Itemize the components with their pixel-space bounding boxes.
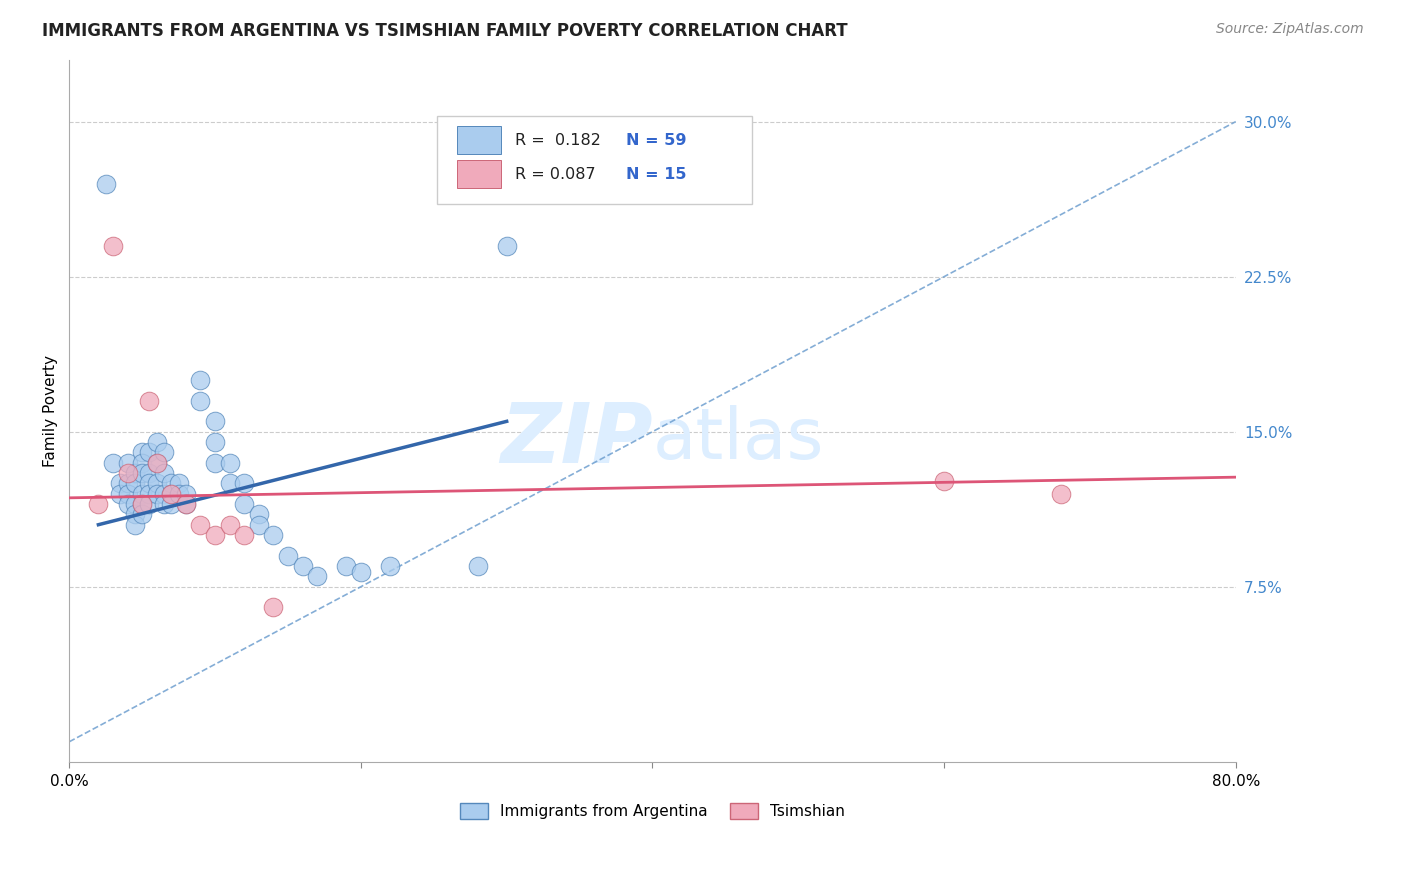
Point	[291, 559, 314, 574]
Text: R =  0.182: R = 0.182	[515, 133, 600, 148]
Text: N = 59: N = 59	[626, 133, 686, 148]
Point	[190, 517, 212, 532]
Point	[233, 497, 256, 511]
Point	[204, 435, 226, 450]
Point	[174, 486, 197, 500]
Point	[117, 456, 139, 470]
Point	[190, 393, 212, 408]
Point	[153, 486, 176, 500]
Point	[131, 445, 153, 459]
Point	[247, 517, 270, 532]
Point	[167, 486, 190, 500]
Text: atlas: atlas	[652, 405, 824, 474]
Point	[131, 486, 153, 500]
Point	[233, 476, 256, 491]
Point	[262, 600, 284, 615]
Point	[262, 528, 284, 542]
Point	[101, 456, 124, 470]
Point	[87, 497, 110, 511]
Point	[247, 508, 270, 522]
Point	[124, 497, 146, 511]
Point	[204, 528, 226, 542]
Text: ZIP: ZIP	[501, 399, 652, 480]
Point	[145, 456, 167, 470]
FancyBboxPatch shape	[437, 116, 752, 203]
Point	[218, 476, 240, 491]
Point	[160, 486, 183, 500]
Legend: Immigrants from Argentina, Tsimshian: Immigrants from Argentina, Tsimshian	[454, 797, 851, 825]
Point	[1049, 486, 1071, 500]
Point	[160, 486, 183, 500]
Point	[145, 435, 167, 450]
Point	[124, 517, 146, 532]
Point	[160, 497, 183, 511]
Text: R = 0.087: R = 0.087	[515, 167, 596, 182]
Point	[131, 456, 153, 470]
Point	[218, 456, 240, 470]
Point	[138, 476, 160, 491]
Point	[233, 528, 256, 542]
Point	[131, 508, 153, 522]
Point	[138, 466, 160, 480]
Point	[218, 517, 240, 532]
Point	[204, 456, 226, 470]
Text: IMMIGRANTS FROM ARGENTINA VS TSIMSHIAN FAMILY POVERTY CORRELATION CHART: IMMIGRANTS FROM ARGENTINA VS TSIMSHIAN F…	[42, 22, 848, 40]
Point	[167, 476, 190, 491]
Point	[138, 393, 160, 408]
Point	[117, 486, 139, 500]
Point	[145, 486, 167, 500]
Point	[153, 466, 176, 480]
FancyBboxPatch shape	[457, 127, 501, 154]
Point	[204, 414, 226, 428]
Y-axis label: Family Poverty: Family Poverty	[44, 355, 58, 467]
Point	[138, 486, 160, 500]
Point	[124, 476, 146, 491]
Point	[378, 559, 401, 574]
Point	[110, 476, 132, 491]
Point	[117, 497, 139, 511]
Point	[131, 466, 153, 480]
Point	[138, 445, 160, 459]
Point	[131, 497, 153, 511]
Point	[932, 475, 955, 489]
Point	[160, 476, 183, 491]
Point	[138, 497, 160, 511]
Point	[190, 373, 212, 387]
Point	[350, 566, 373, 580]
FancyBboxPatch shape	[457, 160, 501, 188]
Point	[277, 549, 299, 563]
Point	[94, 177, 117, 191]
Point	[467, 559, 489, 574]
Point	[335, 559, 357, 574]
Point	[124, 466, 146, 480]
Point	[174, 497, 197, 511]
Point	[101, 238, 124, 252]
Point	[174, 497, 197, 511]
Text: Source: ZipAtlas.com: Source: ZipAtlas.com	[1216, 22, 1364, 37]
Text: N = 15: N = 15	[626, 167, 686, 182]
Point	[117, 476, 139, 491]
Point	[153, 497, 176, 511]
Point	[117, 466, 139, 480]
Point	[145, 456, 167, 470]
Point	[153, 445, 176, 459]
Point	[110, 486, 132, 500]
Point	[495, 238, 517, 252]
Point	[131, 497, 153, 511]
Point	[124, 508, 146, 522]
Point	[145, 476, 167, 491]
Point	[307, 569, 329, 583]
